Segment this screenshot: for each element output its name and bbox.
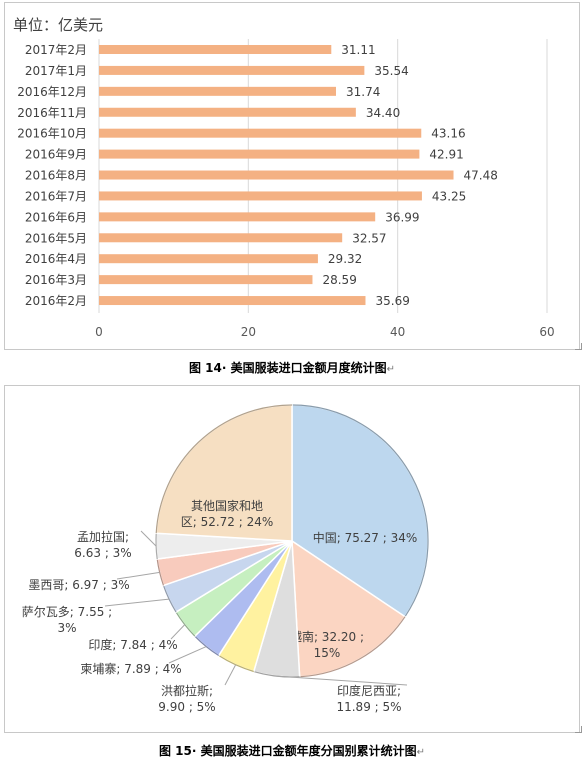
category-label: 2016年5月 <box>25 231 87 245</box>
x-tick-label: 0 <box>95 325 103 339</box>
bar <box>99 128 422 138</box>
leader-line <box>276 675 408 686</box>
category-label: 2016年6月 <box>25 210 87 224</box>
bar-caption-number: 图 14 <box>188 361 222 375</box>
slice-label-line: 3% <box>57 621 76 635</box>
bar-value-label: 34.40 <box>366 106 400 120</box>
bar <box>99 45 332 54</box>
leader-line <box>140 530 157 547</box>
slice-label-line: 印度尼西亚; <box>337 683 401 698</box>
category-label: 2016年12月 <box>17 85 87 99</box>
leader-line <box>116 571 160 580</box>
unit-label: 单位：亿美元 <box>13 16 103 34</box>
slice-label: 孟加拉国; 6.63 ; 3% <box>74 529 131 560</box>
x-tick-label: 20 <box>241 325 256 339</box>
leader-line <box>168 646 207 664</box>
category-label: 2016年2月 <box>25 294 87 308</box>
category-label: 2017年2月 <box>25 43 87 57</box>
category-label: 2016年4月 <box>25 252 87 266</box>
bar-caption-separator: · <box>221 361 231 375</box>
slice-label-line: 其他国家和地 <box>191 498 263 513</box>
slice-label-line: 越南; 32.20 ; <box>290 629 364 644</box>
bar-chart-panel: 单位：亿美元 0 20 40 60 2017年2月 31.11 2017年1月 35.54 201… <box>4 2 580 350</box>
bar-caption-title: 美国服装进口金额月度统计图 <box>230 361 387 375</box>
category-label: 2016年10月 <box>17 127 87 141</box>
pie-caption-title: 美国服装进口金额年度分国别累计统计图 <box>200 744 417 758</box>
bar-chart-caption: 图 14· 美国服装进口金额月度统计图↵ <box>0 359 584 376</box>
panel-corner-mark <box>575 726 582 733</box>
category-label: 2016年11月 <box>17 106 87 120</box>
bar-value-label: 42.91 <box>429 148 463 162</box>
bar-value-label: 43.25 <box>432 189 466 203</box>
pie-caption-return-mark: ↵ <box>416 747 426 758</box>
bar <box>99 233 343 243</box>
pie-chart-panel: 中国; 75.27 ; 34% 越南; 32.20 ; 15% 印度尼西亚; 11.89… <box>4 385 580 733</box>
slice-label-line: 11.89 ; 5% <box>336 700 401 714</box>
bar-value-label: 35.69 <box>375 294 409 308</box>
x-tick-label: 40 <box>390 325 405 339</box>
pie-caption-separator: · <box>191 744 201 758</box>
bar-value-label: 47.48 <box>464 169 498 183</box>
category-label: 2016年9月 <box>25 148 87 162</box>
slice-label: 中国; 75.27 ; 34% <box>313 530 418 545</box>
pie-chart-caption: 图 15· 美国服装进口金额年度分国别累计统计图↵ <box>0 742 584 759</box>
category-label: 2016年3月 <box>25 273 87 287</box>
slice-label-line: 15% <box>314 646 341 660</box>
bar-value-label: 28.59 <box>322 273 356 287</box>
leader-line <box>170 624 186 640</box>
bar <box>99 296 366 306</box>
leader-line <box>224 664 237 686</box>
bar <box>99 86 336 96</box>
slice-label: 印度尼西亚; 11.89 ; 5% <box>336 683 401 714</box>
bar-value-label: 29.32 <box>328 252 362 266</box>
pie-chart-svg: 中国; 75.27 ; 34% 越南; 32.20 ; 15% 印度尼西亚; 11.89… <box>22 404 429 714</box>
bar-caption-return-mark: ↵ <box>386 364 396 375</box>
bar <box>99 212 376 222</box>
bar-value-label: 32.57 <box>352 231 386 245</box>
slice-label: 越南; 32.20 ; 15% <box>290 629 364 660</box>
bar-value-label: 31.74 <box>346 85 380 99</box>
pie-caption-number: 图 15 <box>158 744 192 758</box>
bar-chart-svg: 单位：亿美元 0 20 40 60 2017年2月 31.11 2017年1月 35.54 201… <box>13 16 555 339</box>
bar <box>99 254 318 264</box>
bar-value-label: 35.54 <box>374 64 408 78</box>
panel-corner-mark <box>575 343 582 350</box>
slice-label: 萨尔瓦多; 7.55 ; 3% <box>22 604 112 635</box>
bar <box>99 170 454 180</box>
slice-label-line: 孟加拉国; <box>77 529 129 544</box>
slice-label-line: 洪都拉斯; <box>161 683 213 698</box>
x-tick-label: 60 <box>539 325 554 339</box>
slice-label-line: 萨尔瓦多; 7.55 ; <box>22 604 112 619</box>
slice-label: 其他国家和地区; 52.72 ; 24% <box>181 498 274 529</box>
slice-label-line: 中国; 75.27 ; 34% <box>313 530 418 545</box>
bar <box>99 65 365 75</box>
pie-slice-edge <box>291 404 429 618</box>
slice-label: 洪都拉斯; 9.90 ; 5% <box>158 683 215 714</box>
bar-value-label: 36.99 <box>385 210 419 224</box>
bar-value-label: 31.11 <box>341 43 375 57</box>
pie-slice-edge <box>155 404 293 534</box>
category-label: 2016年7月 <box>25 189 87 203</box>
slice-label: 印度; 7.84 ; 4% <box>88 637 177 652</box>
slice-label: 柬埔寨; 7.89 ; 4% <box>80 661 181 676</box>
bar <box>99 107 356 117</box>
slice-label: 墨西哥; 6.97 ; 3% <box>28 578 129 592</box>
bar-value-label: 43.16 <box>431 127 465 141</box>
pie-slice-edge <box>299 616 406 678</box>
category-label: 2017年1月 <box>25 64 87 78</box>
slice-label-line: 柬埔寨; 7.89 ; 4% <box>80 661 181 676</box>
slice-label-line: 印度; 7.84 ; 4% <box>88 637 177 652</box>
category-label: 2016年8月 <box>25 169 87 183</box>
slice-label-line: 9.90 ; 5% <box>158 700 215 714</box>
leader-line <box>104 598 170 607</box>
slice-label-line: 墨西哥; 6.97 ; 3% <box>28 578 129 592</box>
bar <box>99 191 422 201</box>
bar <box>99 275 313 285</box>
slice-label-line: 区; 52.72 ; 24% <box>181 515 274 529</box>
bar <box>99 149 420 159</box>
slice-label-line: 6.63 ; 3% <box>74 546 131 560</box>
